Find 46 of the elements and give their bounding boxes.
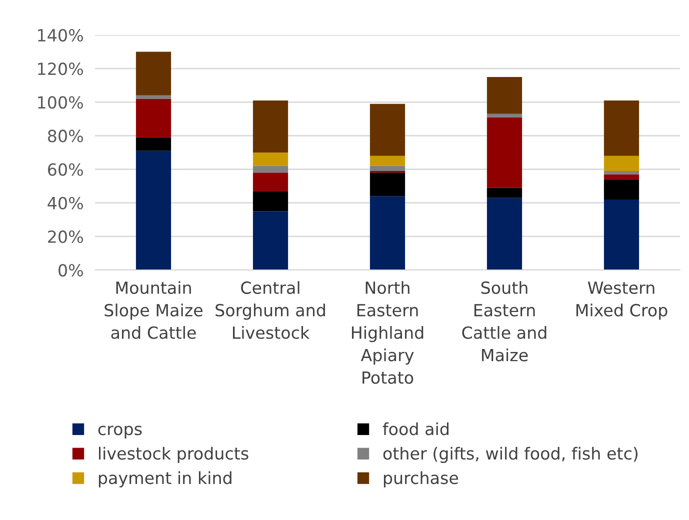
bar [486,76,522,114]
y-tick-label: 0% [58,264,83,277]
legend-label: other (gifts, wild food, fish etc) [383,446,638,463]
bar [486,188,522,198]
bar [252,172,288,192]
bar [604,100,640,156]
bar [252,166,288,173]
y-tick-label: 40% [48,196,83,210]
y-tick-label: 140% [38,28,83,42]
bar [486,114,522,118]
bar [136,150,172,270]
bar [604,156,640,171]
x-tick-label: Western Mixed Crop [576,282,668,320]
bar [486,117,522,188]
bar [370,172,406,196]
bar [252,211,288,270]
bar [136,95,172,99]
legend-label: food aid [382,422,448,436]
bar [604,170,640,174]
legend-label: payment in kind [98,471,232,488]
bar [136,98,172,138]
y-tick-label: 60% [48,163,83,176]
bar [370,196,406,270]
legend-label: crops [98,426,142,438]
bar [370,104,406,156]
legend-label: purchase [384,471,458,488]
bar [136,137,172,151]
bar [252,100,288,152]
bar [136,52,172,96]
bar [604,174,640,180]
y-tick-label: 80% [48,130,83,142]
y-tick-label: 20% [48,230,83,243]
bar [604,200,640,270]
bar [252,191,288,212]
legend-label: livestock products [98,446,248,463]
x-tick-label: South Eastern Cattle and Maize [462,281,546,362]
x-tick-label: North Eastern Highland Apiary Potato [352,281,424,384]
bar [604,179,640,200]
y-tick-label: 120% [38,62,83,76]
x-tick-label: Mountain Slope Maize and Cattle [104,281,202,339]
bar [486,198,522,270]
y-tick-label: 100% [38,96,83,109]
bar [252,152,288,166]
x-tick-label: Central Sorghum and Livestock [216,281,325,339]
bar [370,166,406,171]
bar [370,156,406,166]
